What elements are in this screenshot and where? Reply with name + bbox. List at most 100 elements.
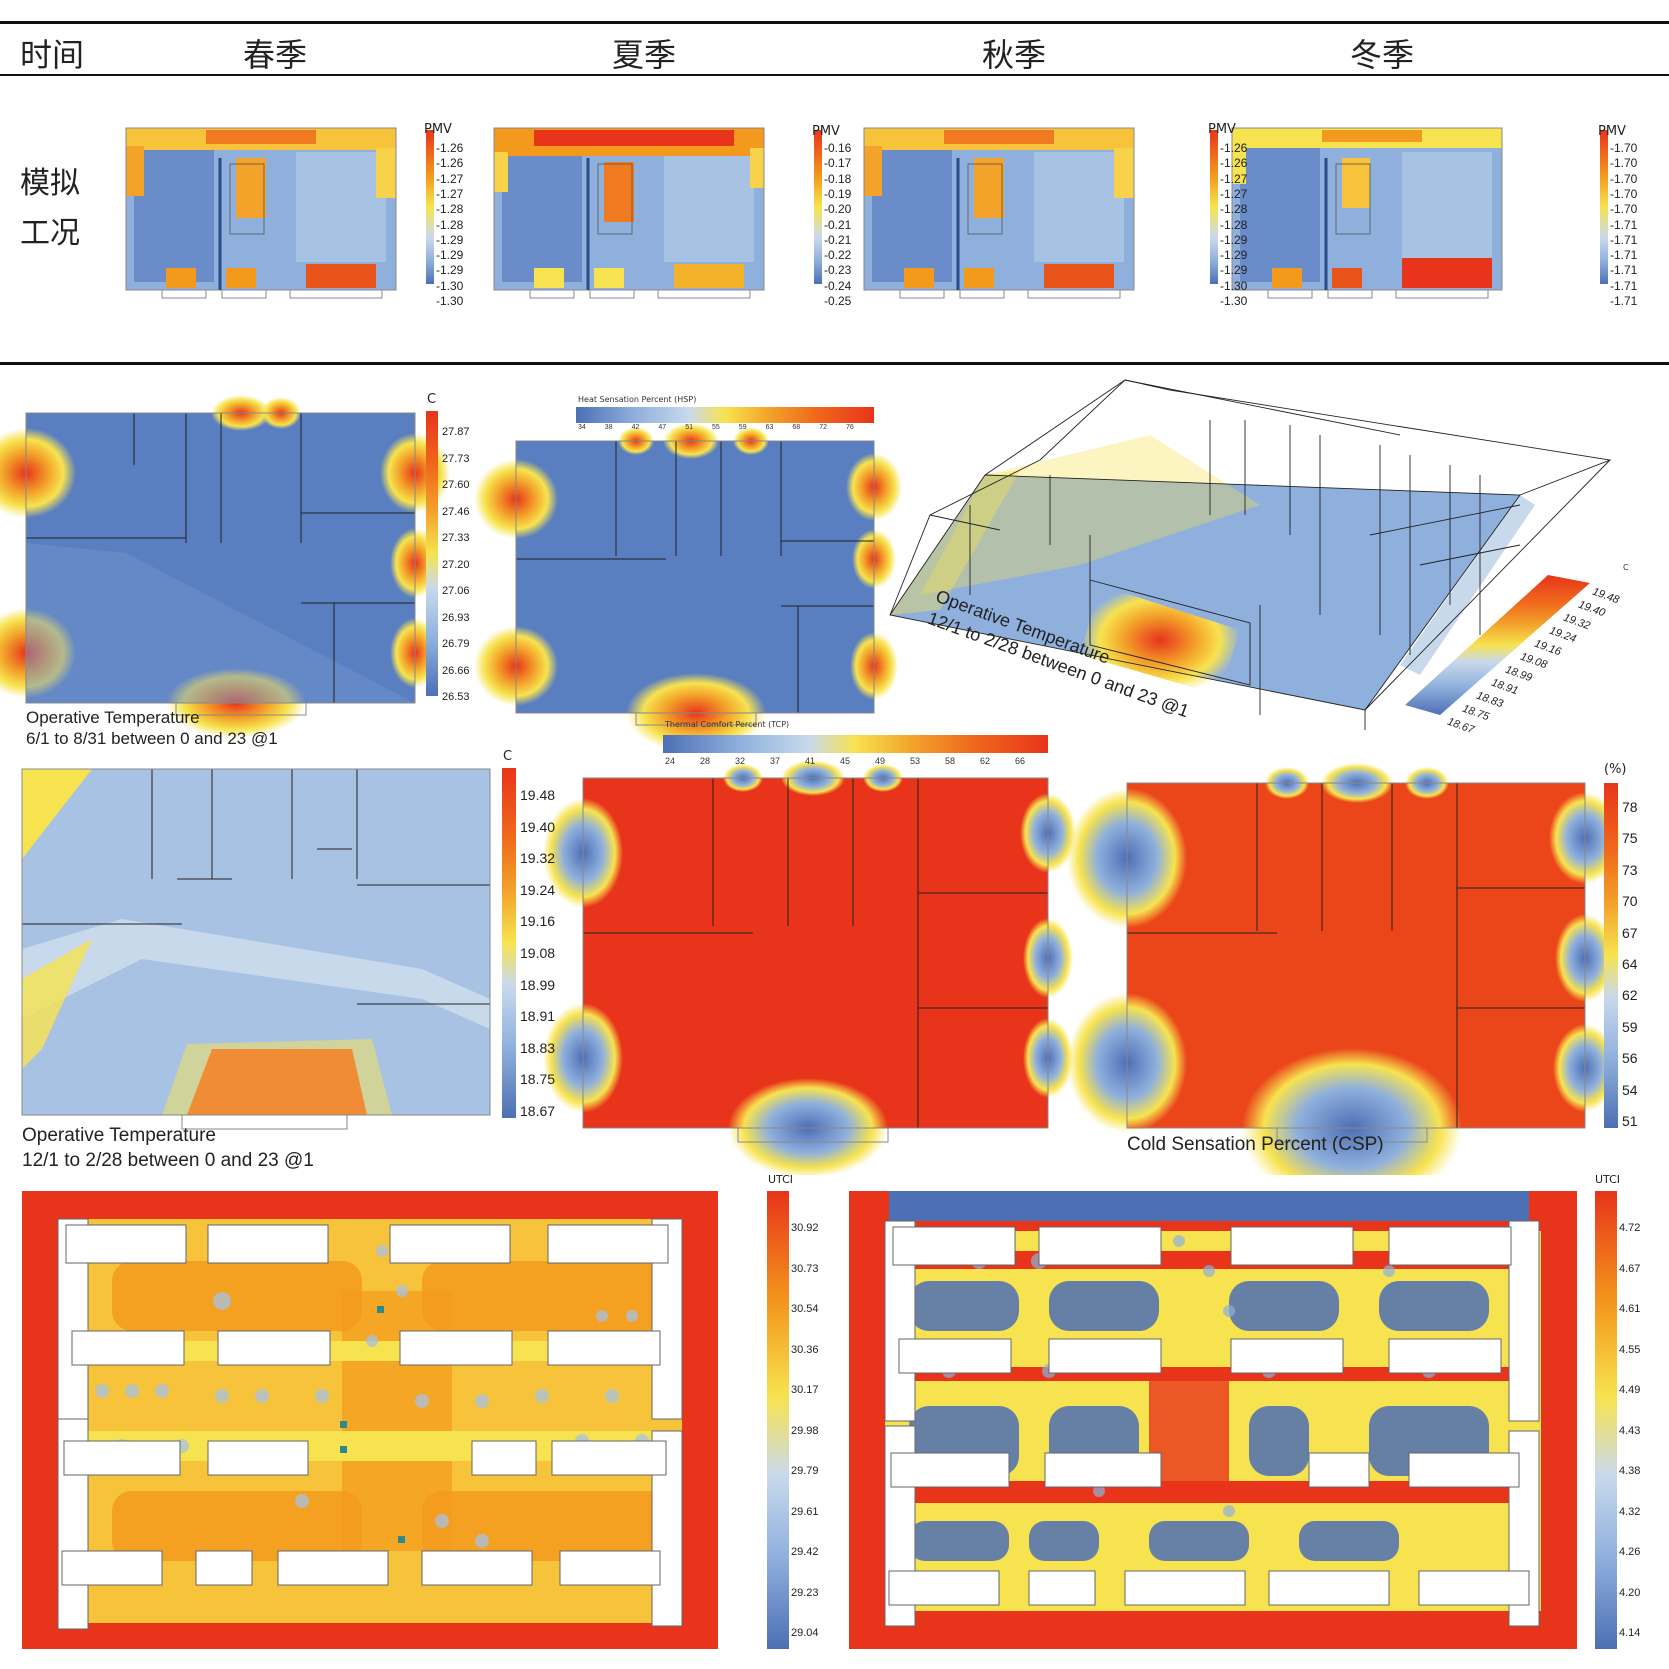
summer-op-temp-legend-tick: 26.79: [442, 638, 470, 650]
winter-op-temp-legend-tick: 19.40: [520, 818, 556, 835]
header-winter: 冬季: [1350, 36, 1415, 74]
pmv-legend-summer: [814, 130, 822, 284]
winter-op-temp-legend-tick: 19.08: [520, 945, 556, 961]
pmv-legend-0-tick: -1.30: [436, 278, 464, 293]
pmv-legend-2-tick: -1.27: [1220, 171, 1248, 186]
hsp-legend-tick: 42: [631, 424, 640, 431]
utci-summer-legend-tick: 29.61: [791, 1505, 819, 1518]
winter-op-temp-legend-tick: 19.24: [520, 881, 556, 898]
pmv-legend-0-tick: -1.29: [436, 248, 464, 263]
pmv-legend-1-tick: -0.16: [824, 141, 852, 155]
pmv-legend-1-tick: -0.19: [824, 186, 852, 201]
utci-summer-legend-bar: [767, 1191, 789, 1649]
summer-op-temp-legend-tick: 27.87: [442, 426, 470, 438]
tcp-legend-tick: 28: [700, 756, 711, 766]
summer-op-temp-legend-tick: 26.53: [442, 691, 470, 703]
tcp-legend-tick: 37: [770, 756, 781, 766]
utci-summer-legend-tick: 29.42: [791, 1546, 819, 1558]
utci-winter-legend-tick: 4.14: [1619, 1627, 1641, 1639]
summer-op-temp-legend-tick: 27.60: [442, 479, 470, 491]
summer-op-temp-legend-tick: 27.73: [442, 452, 470, 465]
tcp-legend-tick: 24: [665, 756, 676, 766]
csp-legend-tick: 78: [1622, 799, 1638, 815]
summer-op-temp-legend-tick: 27.20: [442, 558, 470, 571]
pmv-plan-autumn: [863, 127, 1135, 299]
hsp-legend-title: Heat Sensation Percent (HSP): [578, 395, 697, 404]
summer-op-temp-legend-tick: 27.33: [442, 532, 470, 544]
pmv-panels: [125, 127, 1608, 299]
hsp-legend-tick: 63: [765, 424, 774, 431]
hsp-legend-bar: [576, 407, 874, 423]
tcp-legend-tick: 32: [735, 756, 746, 766]
winter-op-temp-legend-tick: 18.67: [520, 1103, 556, 1119]
pmv-legend-3-tick: -1.70: [1610, 202, 1638, 217]
pmv-legend-2-tick: -1.30: [1220, 294, 1248, 308]
pmv-legend-3-tick: -1.71: [1610, 263, 1638, 278]
pmv-legend-3-tick: -1.71: [1610, 232, 1638, 247]
pmv-legend-0-tick: -1.27: [436, 186, 464, 201]
tcp-legend-tick: 62: [980, 756, 991, 766]
csp-legend-tick: 54: [1622, 1081, 1638, 1098]
utci-winter-legend-title: UTCI: [1595, 1173, 1621, 1186]
winter-op-temp-plan: [21, 768, 491, 1130]
pmv-legend-title-summer: PMV: [812, 124, 840, 139]
winter-op-temp-legend-tick: 18.99: [520, 976, 556, 993]
hsp-plan: [474, 423, 902, 753]
summer-op-temp-caption-2: 6/1 to 8/31 between 0 and 23 @1: [26, 729, 278, 748]
pmv-legend-3-tick: -1.71: [1610, 278, 1638, 293]
hsp-legend-tick: 76: [846, 424, 854, 431]
pmv-legend-2-tick: -1.29: [1220, 248, 1248, 263]
utci-summer-legend-title: UTCI: [768, 1173, 794, 1186]
pmv-legend-3-tick: -1.70: [1610, 186, 1638, 201]
section-rule: [0, 362, 1669, 365]
summer-op-temp-legend-bar: [426, 411, 438, 696]
iso-legend-bar: [1405, 575, 1590, 715]
winter-op-temp-legend-tick: 18.83: [520, 1039, 556, 1056]
winter-op-temp-caption-2: 12/1 to 2/28 between 0 and 23 @1: [22, 1150, 314, 1171]
utci-winter-legend-tick: 4.49: [1619, 1384, 1641, 1396]
utci-summer-legend-tick: 29.23: [791, 1586, 819, 1599]
csp-legend-tick: 73: [1622, 861, 1638, 878]
hsp-legend-tick: 59: [738, 424, 747, 431]
pmv-legend-3-tick: -1.70: [1610, 171, 1638, 186]
utci-summer-legend-tick: 29.98: [791, 1424, 819, 1437]
row-label-2: 工况: [20, 216, 80, 251]
utci-winter-legend-tick: 4.38: [1619, 1465, 1641, 1477]
csp-legend-tick: 56: [1622, 1050, 1638, 1067]
tcp-legend-tick: 49: [875, 756, 886, 766]
csp-legend-tick: 62: [1622, 987, 1638, 1004]
pmv-legend-title-autumn: PMV: [1208, 122, 1236, 137]
utci-summer-legend-tick: 29.04: [791, 1627, 819, 1639]
winter-op-temp-legend-tick: 18.75: [520, 1071, 556, 1088]
pmv-legend-title-spring: PMV: [424, 122, 452, 137]
hsp-legend-tick: 34: [578, 424, 586, 431]
utci-graphics: [22, 1191, 1617, 1649]
utci-summer-legend-tick: 30.17: [791, 1384, 819, 1396]
pmv-legend-spring: [426, 130, 434, 284]
csp-plan: [1067, 763, 1621, 1175]
pmv-legend-0-tick: -1.26: [436, 156, 464, 171]
summer-op-temp-plan: [0, 395, 450, 738]
tcp-legend-tick: 45: [840, 756, 851, 766]
pmv-legend-1-tick: -0.18: [824, 171, 852, 186]
summer-op-temp-legend-tick: 27.06: [442, 585, 470, 597]
pmv-legend-winter: [1600, 130, 1608, 284]
utci-summer-legend-tick: 29.79: [791, 1465, 819, 1477]
utci-winter-legend-tick: 4.55: [1619, 1343, 1641, 1356]
summer-op-temp-legend-tick: 26.93: [442, 611, 470, 624]
pmv-legend-3-tick: -1.70: [1610, 141, 1638, 155]
winter-op-temp-caption-1: Operative Temperature: [22, 1125, 216, 1146]
hsp-legend-tick: 47: [658, 424, 667, 431]
tcp-legend-tick: 41: [805, 756, 816, 766]
winter-op-temp-legend-tick: 19.16: [520, 913, 556, 930]
utci-winter-legend-tick: 4.20: [1619, 1586, 1641, 1599]
pmv-legend-title-winter: PMV: [1598, 124, 1626, 139]
csp-legend-tick: 64: [1622, 956, 1638, 972]
utci-summer-legend-tick: 30.54: [791, 1303, 819, 1315]
header-summer: 夏季: [612, 36, 677, 74]
summer-op-temp-caption-1: Operative Temperature: [26, 708, 200, 727]
header-autumn: 秋季: [982, 36, 1047, 74]
pmv-legend-2-tick: -1.30: [1220, 278, 1248, 293]
row-label-1: 模拟: [20, 166, 80, 201]
csp-legend-bar: [1604, 783, 1618, 1128]
